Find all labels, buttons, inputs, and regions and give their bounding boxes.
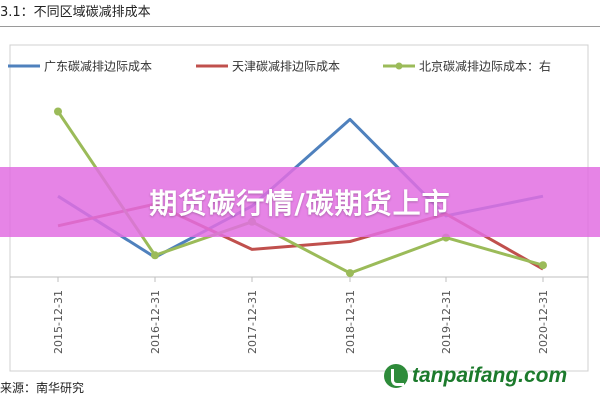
banner-text: 期货碳行情/碳期货上市 (149, 187, 451, 220)
x-tick-label-2: 2016-12-31 (149, 290, 162, 354)
series-3-point-2 (151, 251, 159, 260)
x-tick-label-1: 2015-12-31 (52, 290, 65, 354)
watermark-text: tanpaifang.com (412, 364, 568, 387)
legend-label-2: 天津碳减排边际成本 (232, 60, 340, 74)
x-axis-ticks: 2015-12-31 2016-12-31 2017-12-31 2018-12-31… (52, 277, 550, 354)
title-divider (0, 26, 600, 27)
chart-legend: 广东碳减排边际成本 天津碳减排边际成本 北京碳减排边际成本：右 (8, 59, 551, 74)
x-tick-label-5: 2019-12-31 (440, 290, 453, 354)
series-3-point-6 (539, 261, 547, 270)
watermark: tanpaifang.com (384, 362, 567, 390)
legend-marker-3 (395, 62, 403, 70)
figure-title: 3.1：不同区域碳减排成本 (0, 5, 151, 20)
x-tick-label-6: 2020-12-31 (537, 290, 550, 354)
series-3-point-1 (54, 107, 62, 116)
x-tick-label-4: 2018-12-31 (344, 290, 357, 354)
overlay-banner[interactable]: 期货碳行情/碳期货上市 (0, 167, 600, 237)
legend-label-3: 北京碳减排边际成本：右 (419, 59, 551, 74)
series-3-point-4 (346, 269, 354, 278)
source-note: 来源：南华研究 (0, 381, 85, 395)
x-tick-label-3: 2017-12-31 (246, 290, 259, 354)
legend-label-1: 广东碳减排边际成本 (44, 60, 152, 74)
leaf-logo-icon (384, 364, 408, 388)
